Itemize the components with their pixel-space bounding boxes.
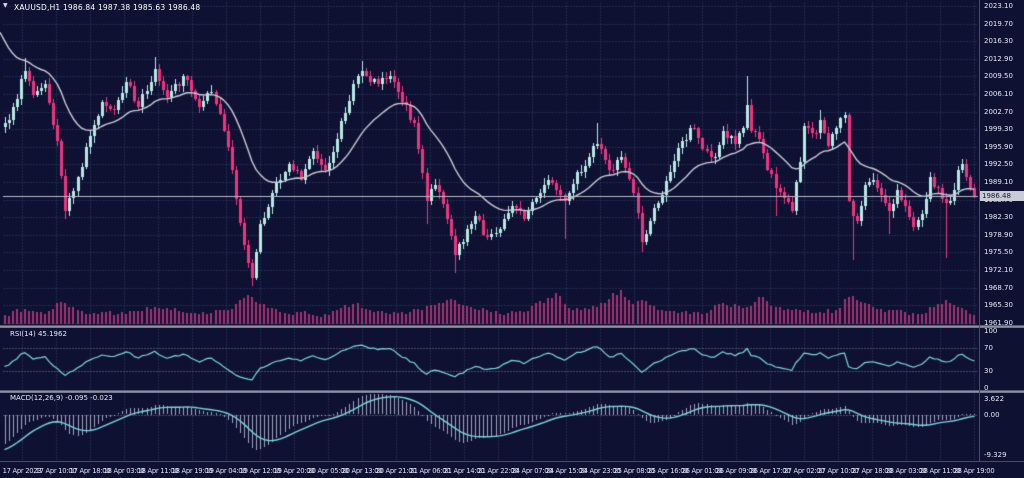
- time-axis-label: 17 Apr 10:00: [35, 467, 77, 475]
- price-axis-label: 1975.50: [984, 248, 1013, 257]
- time-axis-label: 28 Apr 03:00: [885, 467, 927, 475]
- window-marker-icon: ▼: [3, 2, 8, 9]
- time-axis-label: 21 Apr 22:00: [477, 467, 519, 475]
- panel-separator-rsi[interactable]: [0, 325, 1024, 328]
- time-axis-label: 19 Apr 04:00: [205, 467, 247, 475]
- time-axis-label: 25 Apr 08:00: [613, 467, 655, 475]
- price-axis-label: 1968.70: [984, 283, 1013, 292]
- time-axis-label: 18 Apr 19:00: [171, 467, 213, 475]
- price-axis-label: 2006.10: [984, 90, 1013, 98]
- price-axis-label: 1992.50: [984, 160, 1013, 169]
- time-axis-label: 24 Apr 23:00: [579, 467, 621, 475]
- price-axis[interactable]: 2023.10 2019.70 2016.30 2012.90 2009.50 2006.…: [979, 0, 1024, 461]
- time-axis-label: 18 Apr 03:00: [103, 467, 145, 475]
- time-axis[interactable]: 17 Apr 2023 17 Apr 10:00 17 Apr 18:00 18 Ap…: [0, 461, 1024, 478]
- price-axis-label: 1989.10: [984, 178, 1013, 186]
- time-axis-label: 26 Apr 01:00: [681, 467, 723, 475]
- price-axis-label: 1961.90: [984, 318, 1013, 327]
- symbol-title: XAUUSD,H1 1986.84 1987.38 1985.63 1986.4…: [14, 3, 201, 12]
- macd-scale-label: 0.00: [984, 410, 1000, 419]
- macd-indicator-label: MACD(12,26,9) -0.095 -0.023: [10, 394, 113, 402]
- price-axis-label: 1965.30: [984, 301, 1013, 310]
- price-axis-label: 2016.30: [984, 37, 1013, 46]
- time-axis-label: 20 Apr 21:00: [375, 467, 417, 475]
- time-axis-label: 25 Apr 16:00: [647, 467, 689, 475]
- price-axis-label: 1995.90: [984, 142, 1013, 151]
- current-price-badge: 1986.48: [980, 191, 1024, 201]
- price-axis-label: 2002.70: [984, 107, 1013, 116]
- time-axis-label: 27 Apr 02:00: [783, 467, 825, 475]
- price-axis-label: 2023.10: [984, 2, 1013, 10]
- time-axis-label: 19 Apr 20:00: [273, 467, 315, 475]
- rsi-scale-label: 70: [984, 344, 993, 353]
- time-axis-label: 24 Apr 07:00: [511, 467, 553, 475]
- price-axis-label: 1978.90: [984, 230, 1013, 239]
- time-axis-label: 27 Apr 18:00: [851, 467, 893, 475]
- time-axis-label: 28 Apr 11:00: [919, 467, 961, 475]
- time-axis-label: 19 Apr 12:00: [239, 467, 281, 475]
- macd-scale-label: -9.329: [984, 450, 1007, 459]
- time-axis-label: 26 Apr 17:00: [749, 467, 791, 475]
- price-axis-label: 1972.10: [984, 266, 1013, 274]
- time-axis-label: 20 Apr 13:00: [341, 467, 383, 475]
- time-axis-label: 17 Apr 2023: [2, 467, 42, 475]
- price-axis-label: 2019.70: [984, 19, 1013, 28]
- price-axis-label: 2012.90: [984, 54, 1013, 63]
- macd-scale-label: 3.622: [984, 394, 1005, 403]
- time-axis-label: 20 Apr 05:00: [307, 467, 349, 475]
- rsi-scale-label: 100: [984, 327, 998, 335]
- time-axis-label: 18 Apr 11:00: [137, 467, 179, 475]
- time-axis-label: 28 Apr 19:00: [953, 467, 995, 475]
- time-axis-label: 21 Apr 06:00: [409, 467, 451, 475]
- rsi-indicator-label: RSI(14) 45.1962: [10, 330, 67, 338]
- time-axis-label: 24 Apr 15:00: [545, 467, 587, 475]
- panel-separator-macd[interactable]: [0, 390, 1024, 393]
- rsi-scale-label: 0: [984, 384, 989, 392]
- time-axis-label: 27 Apr 10:00: [817, 467, 859, 475]
- time-axis-label: 21 Apr 14:00: [443, 467, 485, 475]
- price-axis-label: 1982.30: [984, 213, 1013, 222]
- price-axis-label: 2009.50: [984, 72, 1013, 81]
- time-axis-label: 17 Apr 18:00: [69, 467, 111, 475]
- rsi-scale-label: 30: [984, 366, 993, 375]
- time-axis-label: 26 Apr 09:00: [715, 467, 757, 475]
- price-axis-label: 1999.30: [984, 125, 1013, 134]
